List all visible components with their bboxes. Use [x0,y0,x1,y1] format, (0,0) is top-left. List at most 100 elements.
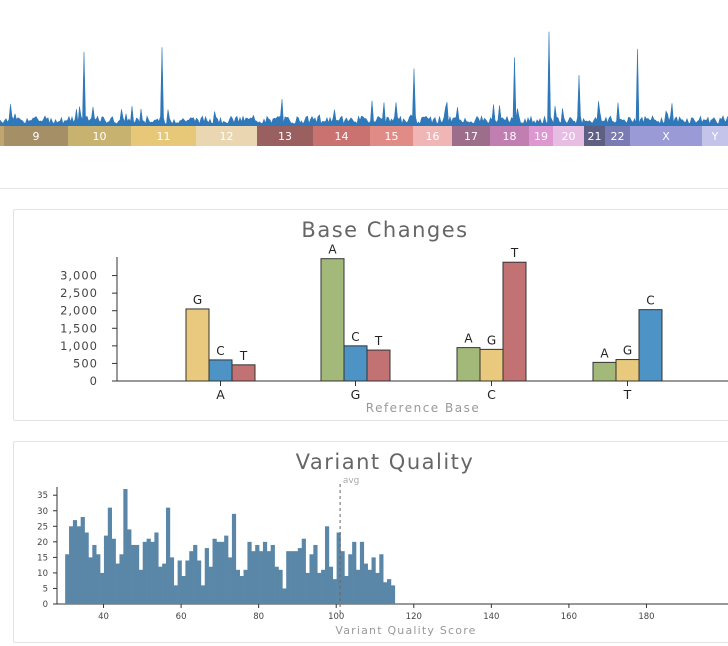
histogram-bar [162,563,167,604]
genome-coverage-chart: 9 10 11 12 13 14 15 16 17 18 19 20 21 22 X Y [0,31,728,146]
histogram-bar [212,538,217,604]
histogram-bar [270,544,275,604]
histogram-bar [379,554,384,604]
histogram-bar [235,569,240,604]
histogram-bar [239,576,244,604]
histogram-bar [80,516,85,604]
chromosome-segment [370,126,413,146]
y-tick-label: 15 [37,553,48,563]
bar-label: C [646,294,654,308]
bar-t-to-c [638,309,663,382]
bar-label: T [374,334,383,348]
histogram-bar [103,535,109,604]
chromosome-label: 18 [503,130,517,143]
histogram-bar [293,551,299,604]
panel-divider [0,188,728,189]
histogram-bar [224,535,229,604]
x-tick-label: C [487,387,496,402]
histogram-bar [228,557,233,604]
x-tick-label: 40 [98,612,109,622]
histogram-bar [266,551,272,604]
y-tick-label: 1,500 [60,321,98,335]
x-tick-label: A [216,387,225,402]
y-tick-label: 25 [37,522,48,532]
histogram-bar [92,544,97,604]
x-tick-label: 140 [483,612,499,622]
chart-title: Variant Quality [296,450,475,474]
histogram-bar [127,529,132,604]
chart-title: Base Changes [301,218,468,242]
variant-quality-chart: Variant Quality Variant Quality Score 0 5… [37,450,728,637]
bar-a-to-c [208,359,233,382]
histogram-bar [204,548,209,604]
bar-a-to-t [231,364,256,382]
variant-quality-card: Variant Quality Variant Quality Score 0 5… [13,441,728,643]
histogram-bar [336,532,341,604]
chromosome-segment [553,126,584,146]
histogram-bar [259,551,264,604]
histogram-bar [344,576,349,604]
histogram-bar [367,569,372,604]
chromosome-label: 14 [335,130,349,143]
y-tick-label: 30 [37,507,48,517]
histogram-bar [177,560,182,604]
histogram-bar [356,569,361,604]
histogram-bar [134,544,140,604]
chromosome-label: 9 [33,130,40,143]
chromosome-label: 17 [464,130,478,143]
histogram-bar [131,544,136,604]
histogram-bar [150,541,155,604]
histogram-bar [352,541,357,604]
histogram-bar [65,554,70,604]
histogram-bar [189,551,194,604]
chromosome-label: 13 [278,130,292,143]
histogram-bar [231,513,237,604]
bar-label: C [216,344,224,358]
histogram-bar [84,532,89,604]
histogram-bar [359,541,365,604]
bar-c-to-t [502,261,527,382]
chromosome-segment [131,126,196,146]
histogram-bar [76,526,81,604]
histogram-bar [88,557,93,604]
histogram-bar [282,588,287,604]
bar-g-to-t [366,349,391,382]
bar-g-to-a [320,258,345,382]
histogram-bar [193,544,198,604]
chromosome-label: 12 [220,130,234,143]
histogram-bar [69,526,74,604]
x-tick-label: 120 [406,612,422,622]
histogram-bar [363,563,368,604]
histogram-bar [154,532,159,604]
bar-label: A [464,332,473,346]
histogram-bar [96,554,101,604]
histogram-bar [123,489,128,604]
chromosome-segment [413,126,452,146]
histogram-bar [181,576,186,604]
histogram-bar [216,541,221,604]
bar-label: G [487,333,496,347]
x-axis-label: Reference Base [366,401,480,415]
chromosome-label: X [662,130,670,143]
chromosome-segment [68,126,131,146]
histogram-bar [390,585,396,604]
histogram-bar [220,541,225,604]
histogram-bar [158,566,163,604]
bar-t-to-a [592,361,617,382]
histogram-bar [387,579,392,604]
histogram-bar [383,582,388,604]
chromosome-segment [490,126,529,146]
histogram-bar [340,551,345,604]
bar-a-to-g [185,308,210,382]
histogram-bar [324,526,330,604]
histogram-bar [72,520,78,604]
histogram-bar [278,569,283,604]
histogram-bar [243,569,248,604]
bar-label: A [328,243,337,257]
y-tick-label: 2,500 [60,286,98,300]
histogram-bar [305,572,310,604]
coverage-trace [0,31,728,127]
histogram-bar [173,585,178,604]
x-tick-label: 80 [253,612,264,622]
chromosome-label: 10 [93,130,107,143]
